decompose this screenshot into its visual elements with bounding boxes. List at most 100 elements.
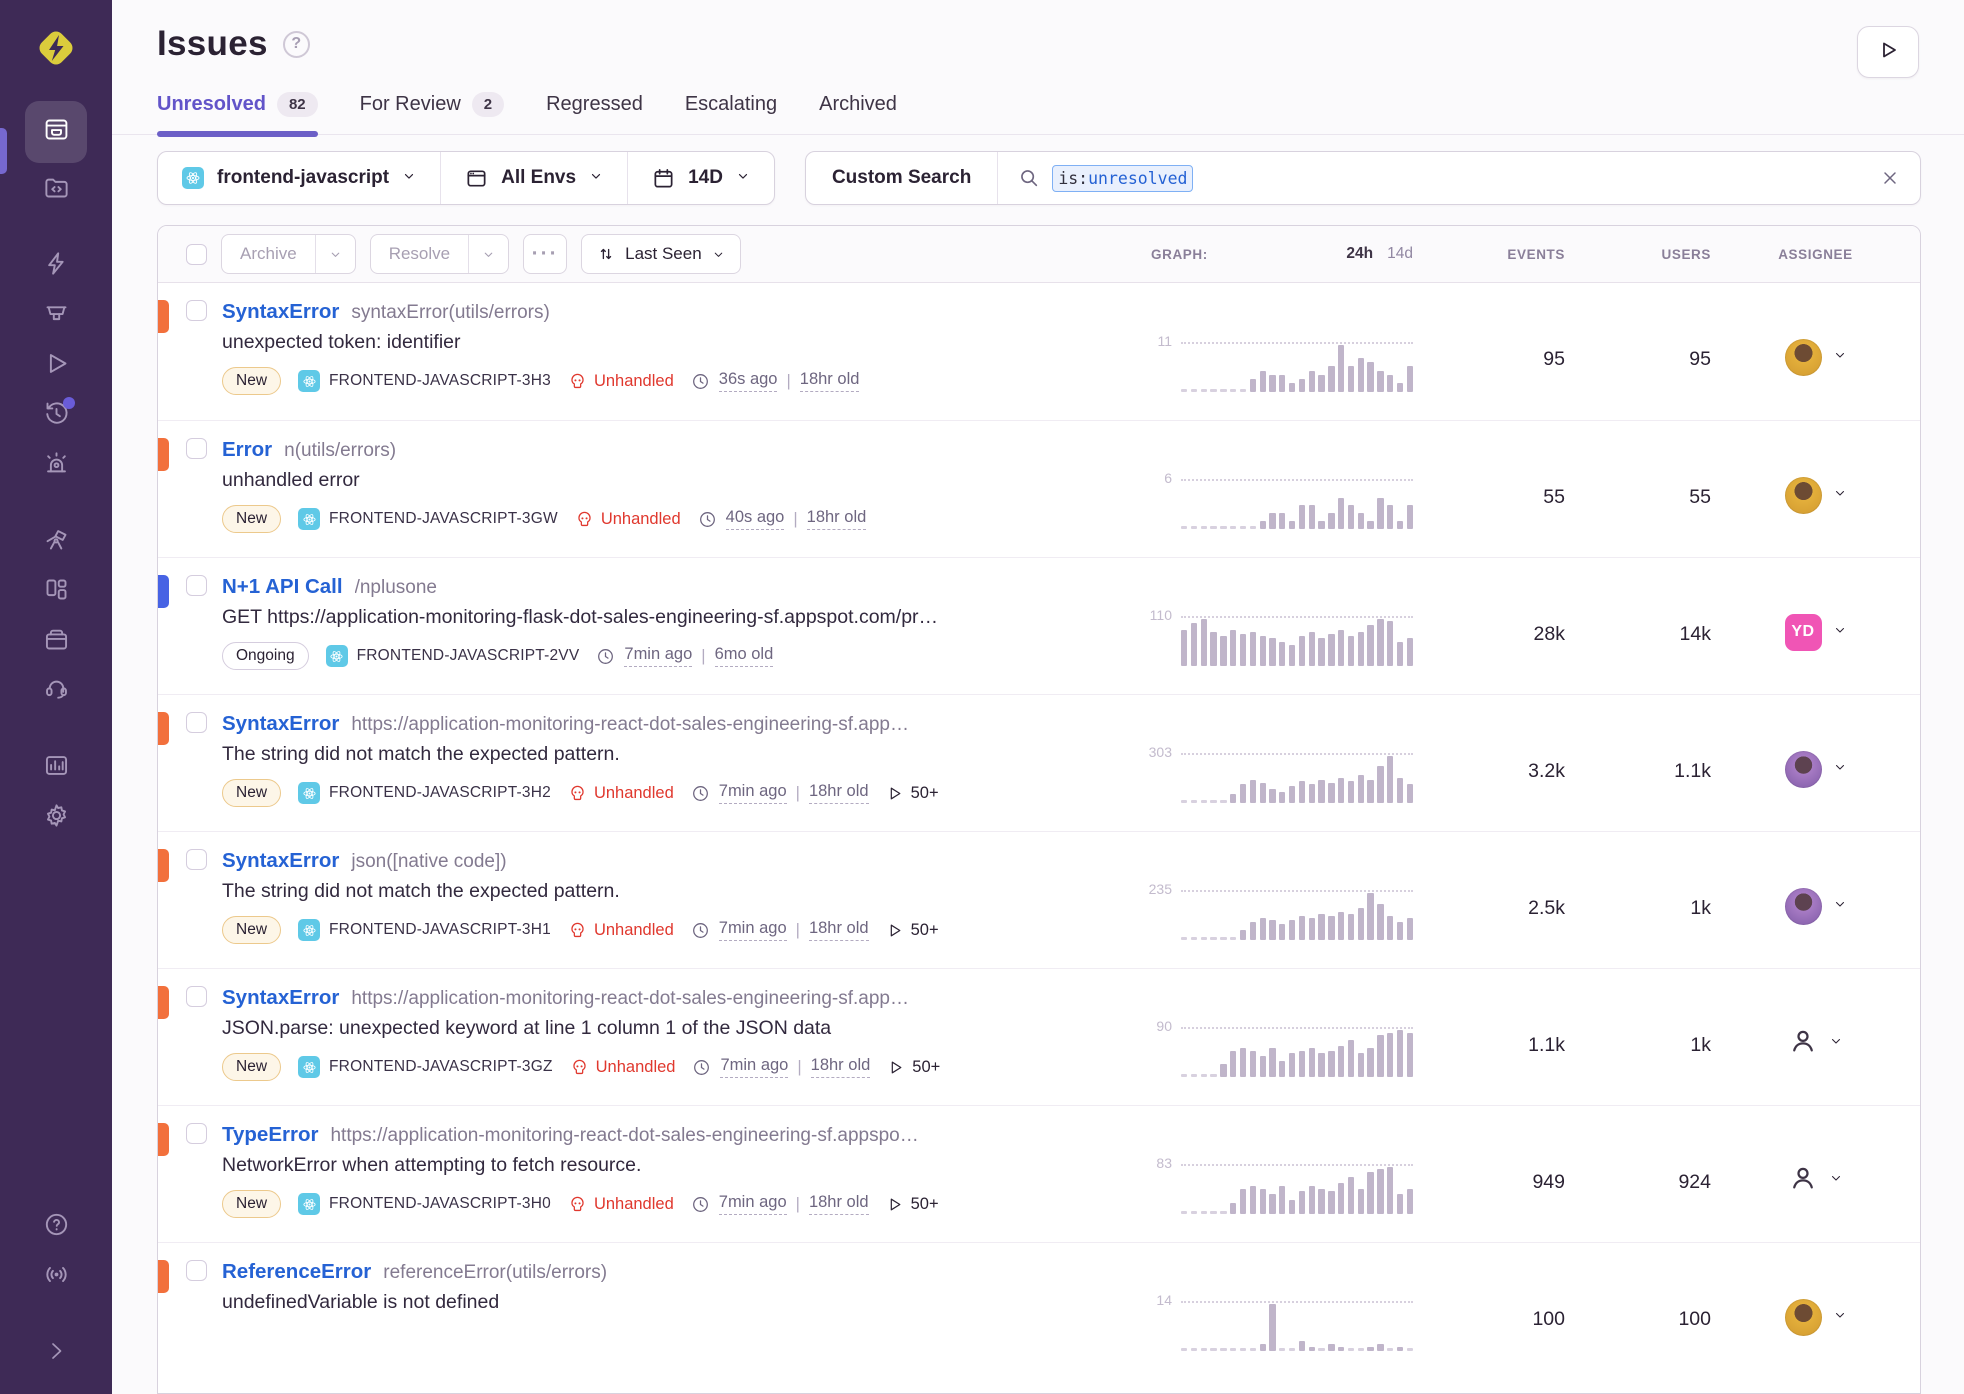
issue-row[interactable]: N+1 API Call /nplusone GET https://appli…: [158, 557, 1920, 694]
last-seen-age[interactable]: 7min ago: [718, 1193, 787, 1215]
sidebar-item-stats[interactable]: [25, 743, 87, 793]
sidebar-item-releases[interactable]: [25, 617, 87, 667]
sidebar-item-issues[interactable]: [25, 101, 87, 163]
assignee-cell[interactable]: YD: [1711, 613, 1920, 651]
issue-title-link[interactable]: SyntaxError: [222, 849, 340, 872]
sort-button[interactable]: Last Seen: [581, 234, 741, 274]
last-seen-age[interactable]: 36s ago: [718, 370, 778, 392]
replay-count[interactable]: 50+: [887, 1058, 940, 1077]
issue-title-link[interactable]: ReferenceError: [222, 1260, 372, 1283]
graph-range-14d[interactable]: 14d: [1387, 245, 1413, 262]
resolve-dropdown-button[interactable]: [468, 235, 508, 273]
row-checkbox[interactable]: [186, 986, 207, 1007]
custom-search-button[interactable]: Custom Search: [806, 152, 999, 204]
issue-title-link[interactable]: SyntaxError: [222, 986, 340, 1009]
assignee-dropdown-chevron[interactable]: [1833, 897, 1847, 916]
replay-count[interactable]: 50+: [886, 1195, 939, 1214]
project-slug[interactable]: FRONTEND-JAVASCRIPT-3GZ: [298, 1056, 553, 1078]
issue-row[interactable]: ReferenceError referenceError(utils/erro…: [158, 1242, 1920, 1379]
sidebar-item-replays[interactable]: [25, 341, 87, 391]
assignee-cell[interactable]: [1711, 750, 1920, 788]
tab-escalating[interactable]: Escalating: [685, 92, 777, 134]
issue-row[interactable]: SyntaxError https://application-monitori…: [158, 968, 1920, 1105]
page-help-icon[interactable]: ?: [282, 30, 310, 58]
issue-row[interactable]: TypeError https://application-monitoring…: [158, 1105, 1920, 1242]
assignee-dropdown-chevron[interactable]: [1833, 1308, 1847, 1327]
search-input[interactable]: is:unresolved: [998, 152, 1920, 204]
row-checkbox[interactable]: [186, 1123, 207, 1144]
assignee-cell[interactable]: [1711, 1298, 1920, 1336]
first-seen-age[interactable]: 18hr old: [799, 370, 860, 392]
sidebar-item-feedback[interactable]: [25, 667, 87, 717]
assignee-cell[interactable]: [1711, 887, 1920, 925]
issue-row[interactable]: SyntaxError json([native code]) The stri…: [158, 831, 1920, 968]
first-seen-age[interactable]: 18hr old: [808, 1193, 869, 1215]
first-seen-age[interactable]: 18hr old: [806, 508, 867, 530]
row-checkbox[interactable]: [186, 300, 207, 321]
select-all-checkbox[interactable]: [186, 243, 207, 265]
assignee-cell[interactable]: [1711, 1026, 1920, 1061]
row-checkbox[interactable]: [186, 849, 207, 870]
issue-row[interactable]: SyntaxError syntaxError(utils/errors) un…: [158, 283, 1920, 420]
environment-filter[interactable]: All Envs: [440, 152, 627, 204]
sentry-logo[interactable]: [30, 22, 82, 79]
first-seen-age[interactable]: 18hr old: [808, 782, 869, 804]
graph-range-24h[interactable]: 24h: [1346, 245, 1374, 262]
assignee-dropdown-chevron[interactable]: [1829, 1171, 1843, 1190]
last-seen-age[interactable]: 7min ago: [718, 919, 787, 941]
tab-for-review[interactable]: For Review 2: [360, 92, 505, 134]
sidebar-item-releases-history[interactable]: [25, 391, 87, 441]
assignee-dropdown-chevron[interactable]: [1833, 348, 1847, 367]
sidebar-item-settings[interactable]: [25, 793, 87, 843]
more-actions-button[interactable]: ···: [523, 234, 568, 274]
assignee-cell[interactable]: [1711, 339, 1920, 376]
row-checkbox[interactable]: [186, 712, 207, 733]
project-filter[interactable]: frontend-javascript: [158, 152, 440, 204]
first-seen-age[interactable]: 18hr old: [808, 919, 869, 941]
row-checkbox[interactable]: [186, 1260, 207, 1281]
archive-button[interactable]: Archive: [240, 244, 297, 263]
sidebar-item-help[interactable]: [25, 1202, 87, 1252]
assignee-dropdown-chevron[interactable]: [1829, 1034, 1843, 1053]
sidebar-item-explore[interactable]: [25, 165, 87, 215]
archive-dropdown-button[interactable]: [314, 235, 355, 273]
project-slug[interactable]: FRONTEND-JAVASCRIPT-3H1: [298, 919, 551, 941]
last-seen-age[interactable]: 7min ago: [720, 1056, 789, 1078]
issue-title-link[interactable]: SyntaxError: [222, 300, 340, 323]
date-filter[interactable]: 14D: [627, 152, 774, 204]
resolve-button[interactable]: Resolve: [388, 244, 451, 263]
replay-count[interactable]: 50+: [886, 921, 939, 940]
row-checkbox[interactable]: [186, 575, 207, 596]
row-checkbox[interactable]: [186, 438, 207, 459]
sidebar-item-discover[interactable]: [25, 517, 87, 567]
issue-row[interactable]: SyntaxError https://application-monitori…: [158, 694, 1920, 831]
project-slug[interactable]: FRONTEND-JAVASCRIPT-3GW: [298, 508, 558, 530]
search-query-token[interactable]: is:unresolved: [1052, 164, 1194, 192]
last-seen-age[interactable]: 40s ago: [725, 508, 785, 530]
issue-title-link[interactable]: TypeError: [222, 1123, 319, 1146]
first-seen-age[interactable]: 6mo old: [714, 645, 774, 667]
sidebar-item-alerts[interactable]: [25, 441, 87, 491]
sidebar-item-insights[interactable]: [25, 291, 87, 341]
tab-regressed[interactable]: Regressed: [546, 92, 643, 134]
issue-title-link[interactable]: Error: [222, 438, 273, 461]
project-slug[interactable]: FRONTEND-JAVASCRIPT-3H3: [298, 370, 551, 392]
replay-count[interactable]: 50+: [886, 784, 939, 803]
sidebar-item-dashboards[interactable]: [25, 567, 87, 617]
sidebar-item-whats-new[interactable]: [25, 1252, 87, 1302]
clear-search-button[interactable]: [1880, 168, 1900, 188]
last-seen-age[interactable]: 7min ago: [718, 782, 787, 804]
issue-row[interactable]: Error n(utils/errors) unhandled error Ne…: [158, 420, 1920, 557]
project-slug[interactable]: FRONTEND-JAVASCRIPT-3H2: [298, 782, 551, 804]
first-seen-age[interactable]: 18hr old: [810, 1056, 871, 1078]
sidebar-collapse-button[interactable]: [25, 1328, 87, 1378]
project-slug[interactable]: FRONTEND-JAVASCRIPT-3H0: [298, 1193, 551, 1215]
assignee-cell[interactable]: [1711, 1163, 1920, 1198]
header-play-button[interactable]: [1857, 26, 1919, 78]
issue-title-link[interactable]: SyntaxError: [222, 712, 340, 735]
assignee-dropdown-chevron[interactable]: [1833, 623, 1847, 642]
issue-title-link[interactable]: N+1 API Call: [222, 575, 343, 598]
assignee-dropdown-chevron[interactable]: [1833, 760, 1847, 779]
assignee-dropdown-chevron[interactable]: [1833, 486, 1847, 505]
sidebar-item-performance[interactable]: [25, 241, 87, 291]
